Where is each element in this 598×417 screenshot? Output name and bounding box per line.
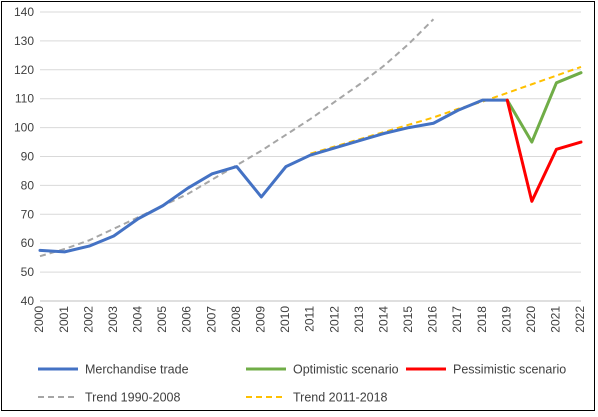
series-line-trend-1990-2008 [39,18,435,258]
y-tick-label: 110 [15,92,34,106]
x-tick-label: 2021 [549,306,563,333]
legend: Merchandise trade Optimistic scenario Pess… [38,363,566,405]
x-tick-label: 2004 [131,306,145,333]
legend-label: Pessimistic scenario [453,363,566,377]
x-tick-label: 2020 [524,306,538,333]
x-tick-label: 2010 [278,306,292,333]
x-tick-label: 2016 [426,306,440,333]
legend-label: Merchandise trade [85,363,189,377]
merchandise-trade-chart: 40 50 60 70 80 90 100 110 120 130 140 2000 2001 2002… [14,5,587,405]
x-tick-label: 2001 [57,306,71,333]
series-line-merchandise-trade [38,98,509,254]
y-tick-label: 70 [21,207,35,221]
x-tick-label: 2000 [32,306,46,333]
x-tick-label: 2019 [499,306,513,333]
x-tick-label: 2002 [81,306,95,333]
y-tick-label: 120 [14,63,34,77]
x-tick-label: 2013 [352,306,366,333]
y-tick-label: 50 [21,265,35,279]
x-tick-label: 2012 [327,306,341,333]
y-tick-label: 80 [21,178,35,192]
x-tick-label: 2006 [180,306,194,333]
x-axis: 2000 2001 2002 2003 2004 2005 2006 2007 2008 2009… [32,306,587,333]
x-tick-label: 2022 [573,306,587,333]
chart-frame: 40 50 60 70 80 90 100 110 120 130 140 2000 2001 2002… [1,1,595,411]
x-tick-label: 2018 [475,306,489,333]
x-tick-label: 2011 [303,306,317,332]
y-tick-label: 140 [14,5,34,19]
y-tick-label: 40 [21,294,35,308]
legend-label: Trend 1990-2008 [85,391,180,405]
legend-label: Trend 2011-2018 [293,391,388,405]
x-tick-label: 2005 [155,306,169,333]
x-tick-label: 2015 [401,306,415,333]
x-tick-label: 2003 [106,306,120,333]
y-tick-label: 100 [14,121,34,135]
series-line-optimistic-scenario [505,71,583,144]
y-tick-label: 90 [21,150,35,164]
series-line-pessimistic-scenario [505,98,583,203]
x-tick-label: 2008 [229,306,243,333]
series-lines [38,18,583,258]
x-tick-label: 2014 [376,306,390,333]
x-tick-label: 2017 [450,306,464,333]
y-axis: 40 50 60 70 80 90 100 110 120 130 140 [14,5,34,308]
y-tick-label: 130 [14,34,34,48]
x-tick-label: 2009 [253,306,267,333]
series-line-trend-2011-2018 [310,65,582,155]
y-tick-label: 60 [21,236,35,250]
legend-label: Optimistic scenario [293,363,399,377]
x-tick-label: 2007 [204,306,218,333]
